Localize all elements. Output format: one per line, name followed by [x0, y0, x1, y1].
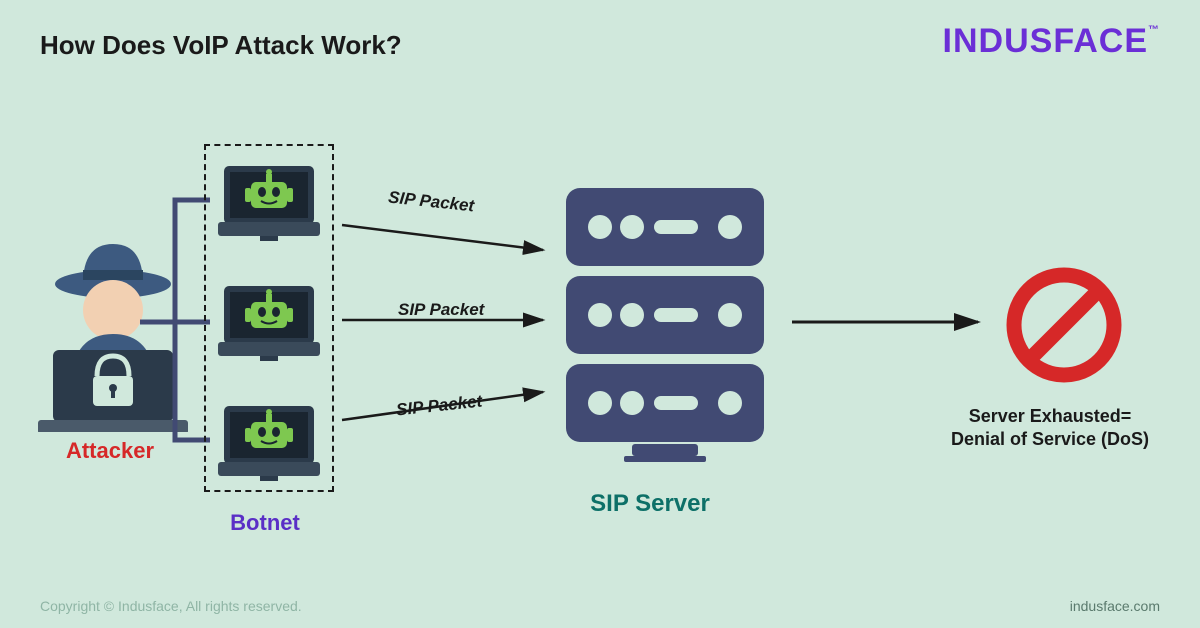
- footer-url: indusface.com: [1070, 598, 1160, 614]
- bot-icon: [216, 402, 322, 487]
- arrow-to-result: [790, 308, 990, 338]
- brand-tm: ™: [1148, 24, 1160, 36]
- packet-label: SIP Packet: [398, 300, 484, 320]
- result-line1: Server Exhausted=: [969, 406, 1132, 426]
- server-icon: [560, 182, 770, 477]
- packet-arrows: [340, 170, 560, 480]
- result-label: Server Exhausted= Denial of Service (DoS…: [940, 405, 1160, 452]
- brand-logo: INDUSFACE™: [943, 22, 1160, 61]
- server-label: SIP Server: [550, 490, 750, 518]
- bot-icon: [216, 162, 322, 247]
- bot-icon: [216, 282, 322, 367]
- result-line2: Denial of Service (DoS): [951, 429, 1149, 449]
- footer-copyright: Copyright © Indusface, All rights reserv…: [40, 598, 302, 614]
- botnet-label: Botnet: [195, 510, 335, 536]
- page-title: How Does VoIP Attack Work?: [40, 30, 402, 61]
- attacker-label: Attacker: [40, 438, 180, 464]
- denial-icon: [1004, 265, 1124, 390]
- brand-text: INDUSFACE: [943, 22, 1148, 60]
